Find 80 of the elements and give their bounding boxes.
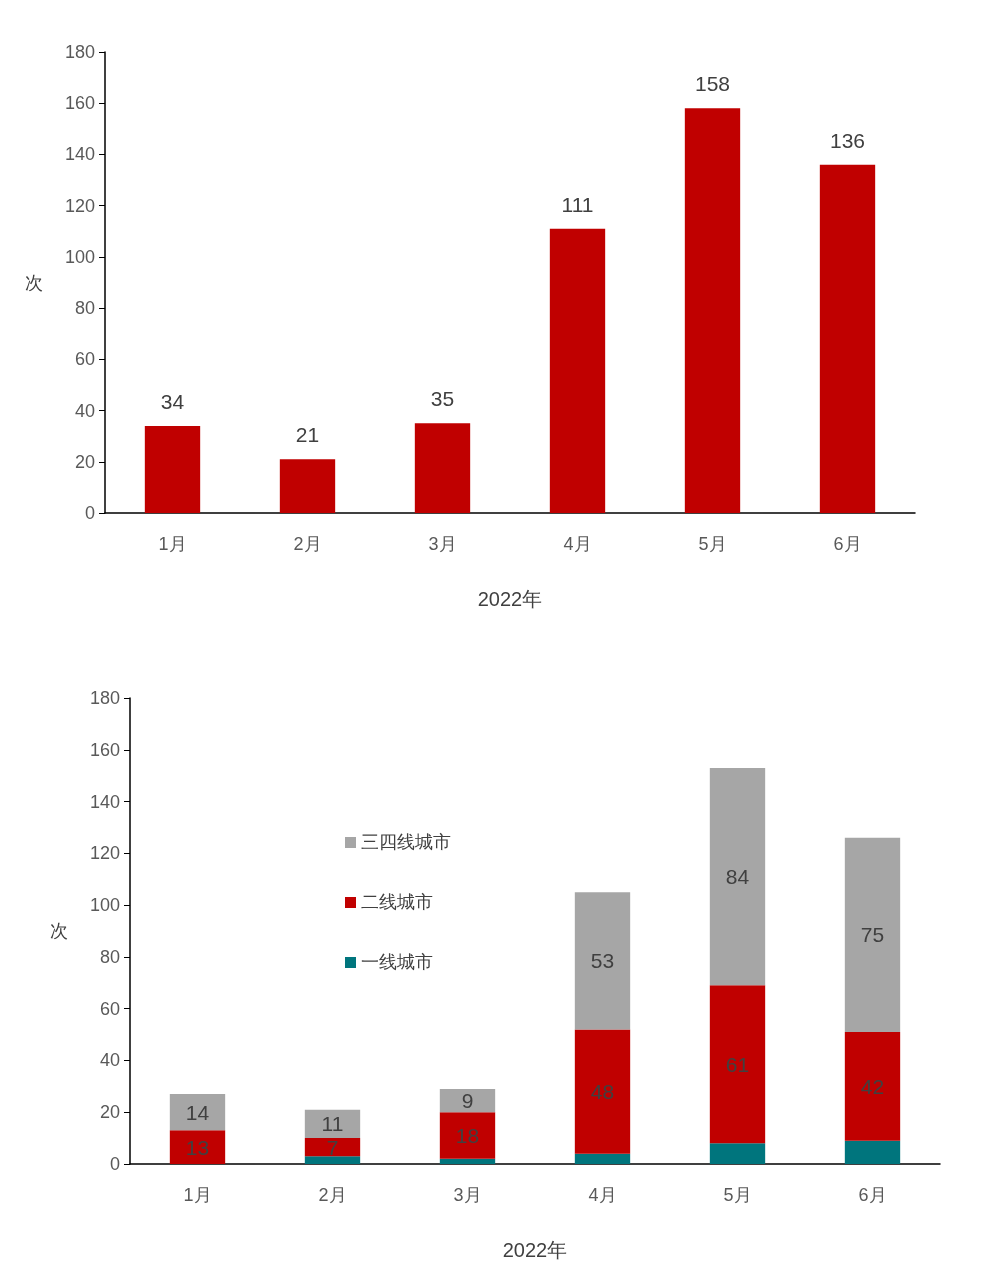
y-tick-label: 20 (74, 451, 95, 472)
bar (439, 1112, 496, 1159)
bar (169, 1130, 226, 1164)
x-tick-label: 4月 (563, 534, 592, 554)
data-label: 61 (725, 1052, 750, 1076)
bar (574, 1029, 631, 1154)
data-label: 158 (694, 72, 731, 96)
y-tick-label: 80 (99, 946, 120, 967)
y-tick-label: 0 (84, 503, 95, 523)
bar (414, 423, 471, 513)
data-label: 111 (561, 192, 594, 216)
bar (709, 767, 766, 986)
y-tick-label: 80 (74, 298, 95, 319)
data-label: 34 (160, 389, 185, 413)
data-label: 14 (185, 1100, 210, 1124)
x-tick-label: 6月 (858, 1185, 887, 1205)
x-tick-label: 4月 (588, 1185, 617, 1205)
bar (574, 1153, 631, 1164)
bar (819, 164, 876, 513)
y-tick-label: 140 (89, 791, 120, 812)
y-tick-label: 180 (64, 42, 95, 62)
bar (844, 1031, 901, 1141)
data-label: 21 (295, 423, 320, 447)
y-tick-label: 0 (109, 1154, 120, 1174)
y-tick-label: 120 (89, 843, 120, 864)
y-tick-label: 100 (89, 895, 120, 916)
bar (279, 459, 336, 513)
x-tick-label: 5月 (698, 534, 727, 554)
bar (549, 228, 606, 513)
data-label: 42 (860, 1074, 885, 1098)
x-axis-title: 2022年 (477, 588, 543, 610)
data-label: 18 (455, 1124, 480, 1148)
x-tick-label: 5月 (723, 1185, 752, 1205)
y-tick-label: 60 (99, 998, 120, 1019)
y-tick-label: 120 (64, 195, 95, 216)
x-tick-label: 3月 (453, 1185, 482, 1205)
data-label: 75 (860, 923, 885, 947)
x-tick-label: 1月 (158, 534, 187, 554)
y-axis-title: 次 (50, 921, 68, 941)
data-label: 9 (461, 1089, 474, 1113)
x-tick-label: 2月 (318, 1185, 347, 1205)
x-tick-label: 6月 (833, 534, 862, 554)
data-label: 7 (326, 1135, 339, 1159)
x-axis-title: 2022年 (502, 1239, 568, 1261)
bar (304, 1138, 361, 1157)
bar (709, 985, 766, 1144)
legend-label: 三四线城市 (361, 832, 451, 853)
y-tick-label: 160 (89, 739, 120, 760)
x-tick-label: 1月 (183, 1185, 212, 1205)
bar (169, 1094, 226, 1131)
y-tick-label: 100 (64, 246, 95, 267)
legend-label: 二线城市 (361, 892, 433, 913)
data-label: 35 (430, 387, 455, 411)
data-label: 136 (829, 128, 866, 152)
bar (439, 1088, 496, 1113)
bar (144, 425, 201, 513)
bar (684, 108, 741, 513)
y-tick-label: 140 (64, 144, 95, 165)
bar (574, 892, 631, 1030)
y-tick-label: 180 (89, 688, 120, 708)
legend-label: 一线城市 (361, 952, 433, 973)
y-tick-label: 20 (99, 1102, 120, 1123)
data-label: 11 (321, 1112, 344, 1136)
y-tick-label: 40 (99, 1050, 120, 1071)
data-label: 84 (725, 865, 750, 889)
data-label: 48 (590, 1080, 615, 1104)
bar (844, 837, 901, 1032)
bar (304, 1156, 361, 1164)
bar (439, 1158, 496, 1164)
y-axis-title: 次 (25, 272, 43, 293)
bar (844, 1140, 901, 1164)
y-tick-label: 160 (64, 93, 95, 114)
x-tick-label: 3月 (428, 534, 457, 554)
bar (304, 1109, 361, 1139)
data-label: 13 (185, 1135, 210, 1159)
y-tick-label: 60 (74, 349, 95, 370)
data-label: 53 (590, 949, 615, 973)
y-tick-label: 40 (74, 400, 95, 421)
x-tick-label: 2月 (293, 534, 322, 554)
bar (709, 1143, 766, 1164)
